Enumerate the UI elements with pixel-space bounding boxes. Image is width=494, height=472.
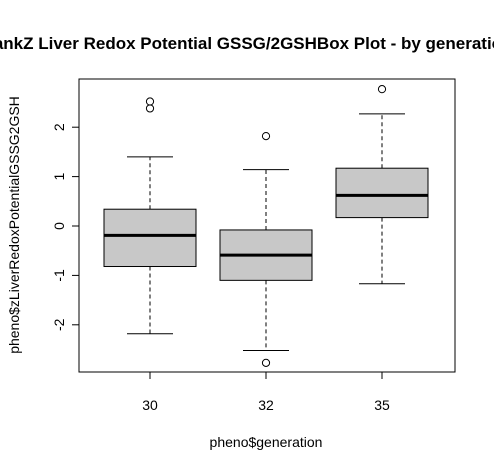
box-group-30 — [103, 97, 197, 335]
iqr-box — [335, 167, 429, 219]
x-tick-label: 30 — [142, 397, 158, 413]
outlier-point — [145, 104, 155, 113]
x-tick-label: 35 — [374, 397, 390, 413]
y-axis: -2 -1 0 1 2 — [51, 123, 80, 331]
outlier-point — [377, 85, 387, 94]
y-tick-label: 1 — [51, 172, 67, 180]
y-axis-label: pheno$zLiverRedoxPotentialGSSG2GSH — [6, 96, 22, 354]
y-tick-label: 0 — [51, 222, 67, 230]
chart-title: RankZ Liver Redox Potential GSSG/2GSHBox… — [0, 34, 494, 53]
iqr-box — [103, 208, 197, 268]
x-axis: 30 32 35 — [142, 371, 390, 413]
y-tick-label: -1 — [51, 269, 67, 282]
box-group-35 — [335, 85, 429, 285]
x-axis-label: pheno$generation — [210, 434, 323, 450]
outlier-point — [261, 358, 271, 367]
y-tick-label: 2 — [51, 123, 67, 131]
x-tick-label: 32 — [258, 397, 274, 413]
outlier-point — [145, 97, 155, 106]
boxes-layer — [103, 85, 429, 367]
outlier-point — [261, 131, 271, 141]
box-group-32 — [219, 131, 313, 367]
y-tick-label: -2 — [51, 318, 67, 331]
